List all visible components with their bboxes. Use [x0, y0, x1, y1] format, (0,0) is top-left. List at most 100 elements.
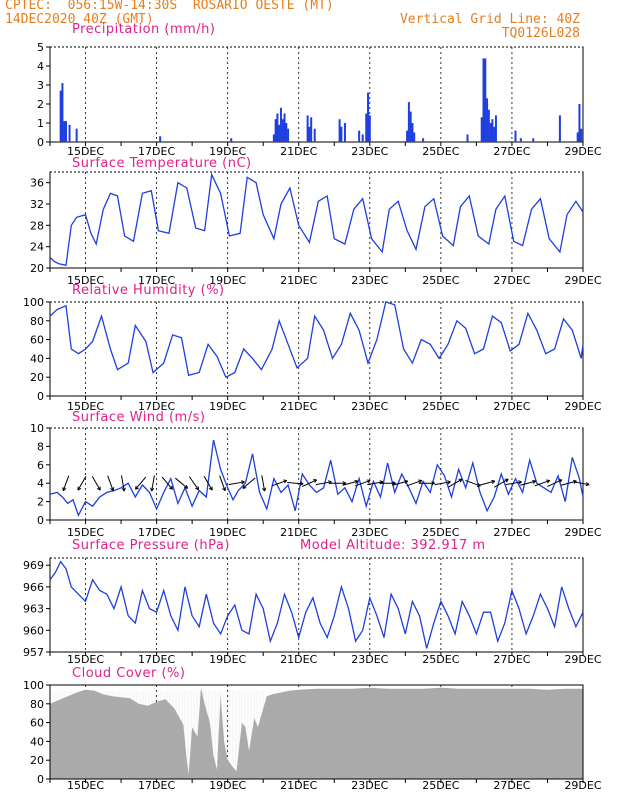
grid-note: Vertical Grid Line: 40Z: [399, 12, 580, 27]
precip-bar: [580, 128, 583, 142]
wind-arrow: [62, 475, 70, 492]
x-tick-label: 21DEC: [280, 400, 317, 413]
y-tick-label: 60: [30, 717, 44, 730]
precip-bar: [422, 138, 425, 142]
precip-bar: [358, 130, 361, 142]
header: CPTEC: 056:15W-14:30S ROSARIO OESTE (MT)…: [0, 0, 618, 44]
precip-bar: [466, 134, 469, 142]
precip-bar: [361, 134, 364, 142]
x-tick-label: 17DEC: [138, 145, 175, 158]
panel-frame: [49, 557, 584, 653]
wind-arrow-shaft: [573, 481, 590, 486]
wind-arrow-shaft: [188, 476, 199, 491]
x-tick-label: 25DEC: [422, 779, 459, 792]
wind-arrow-shaft: [494, 478, 509, 488]
y-tick-label: 2: [37, 496, 44, 509]
precip-bar: [486, 98, 489, 142]
precip-bar: [493, 126, 496, 142]
precip-bar: [576, 132, 579, 142]
precip-bar: [338, 119, 341, 142]
y-tick-label: 100: [23, 679, 44, 692]
panel-title: Surface Pressure (hPa): [72, 538, 230, 553]
precip-bar: [558, 115, 561, 142]
x-tick-label: 25DEC: [422, 400, 459, 413]
y-tick-label: 100: [23, 296, 44, 309]
wind-arrow: [77, 476, 87, 491]
y-tick-label: 24: [30, 241, 44, 254]
panel-title: Precipitation (mm/h): [72, 22, 215, 37]
x-tick-label: 25DEC: [422, 145, 459, 158]
y-tick-label: 2: [37, 98, 44, 111]
wind-arrow: [161, 476, 173, 490]
y-tick-label: 969: [23, 559, 44, 572]
wind-arrow-shaft: [271, 479, 287, 487]
wind-arrow-head: [586, 482, 590, 485]
y-tick-label: 966: [23, 581, 44, 594]
x-tick-label: 15DEC: [67, 400, 104, 413]
precip-bar: [411, 123, 414, 142]
precip-bar: [494, 115, 497, 142]
x-tick-label: 23DEC: [351, 526, 388, 539]
wind-arrow: [547, 479, 563, 488]
wind-arrow-head: [572, 479, 577, 482]
wind-arrow: [219, 475, 227, 492]
wind-arrow-head: [379, 480, 384, 483]
y-tick-label: 0: [37, 514, 44, 527]
wind-arrow: [573, 481, 590, 487]
wind-arrow-shaft: [434, 481, 451, 486]
wind-arrow-head: [532, 479, 536, 482]
x-tick-label: 21DEC: [280, 274, 317, 287]
precip-bar: [343, 123, 346, 142]
wind-arrow: [315, 480, 332, 486]
y-tick-label: 40: [30, 735, 44, 748]
wind-arrow: [271, 479, 288, 487]
wind-arrow-shaft: [107, 475, 114, 491]
y-tick-label: 960: [23, 624, 44, 637]
wind-arrow-head: [418, 479, 422, 481]
wind-arrow-head: [366, 479, 371, 481]
wind-arrow: [392, 479, 409, 486]
panel-frame: [49, 301, 584, 397]
wind-arrow: [418, 481, 435, 486]
y-tick-label: 32: [30, 198, 44, 211]
precip-bar: [279, 107, 282, 142]
x-tick-label: 15DEC: [67, 526, 104, 539]
precip-bar: [306, 115, 309, 142]
precip-bar: [367, 92, 370, 142]
x-tick-label: 15DEC: [67, 653, 104, 666]
x-tick-label: 19DEC: [209, 274, 246, 287]
wind-arrow-head: [240, 480, 245, 483]
precip-bar: [406, 130, 409, 142]
wind-arrow-head: [151, 488, 155, 492]
wind-arrow-shaft: [479, 480, 495, 486]
wind-arrow-head: [224, 487, 227, 491]
precip-bar: [308, 126, 311, 142]
precip-bar: [482, 58, 485, 142]
wind-arrow-head: [264, 487, 267, 492]
y-tick-label: 80: [30, 698, 44, 711]
y-tick-label: 6: [37, 459, 44, 472]
x-tick-label: 23DEC: [351, 779, 388, 792]
x-tick-label: 23DEC: [351, 653, 388, 666]
precip-bar: [413, 132, 416, 142]
precip-bar: [532, 138, 535, 142]
wind-arrow: [342, 479, 359, 486]
x-tick-label: 15DEC: [67, 274, 104, 287]
wind-arrow-shaft: [228, 481, 245, 486]
wind-arrow-shaft: [520, 480, 536, 486]
wind-arrow-shaft: [301, 479, 317, 488]
wind-arrow: [150, 475, 155, 492]
panel-title: Surface Temperature (nC): [72, 156, 252, 171]
wind-arrow-head: [123, 487, 126, 492]
wind-arrow-head: [546, 479, 550, 481]
precip-bar: [64, 121, 67, 142]
x-tick-label: 17DEC: [138, 653, 175, 666]
precip-bar: [159, 136, 162, 142]
wind-arrow-shaft: [355, 479, 371, 487]
precip-bar: [281, 119, 284, 142]
wind-arrow-head: [392, 481, 396, 484]
x-tick-label: 19DEC: [209, 145, 246, 158]
y-tick-label: 20: [30, 754, 44, 767]
x-tick-label: 29DEC: [564, 400, 601, 413]
wind-arrow-shaft: [287, 482, 304, 485]
